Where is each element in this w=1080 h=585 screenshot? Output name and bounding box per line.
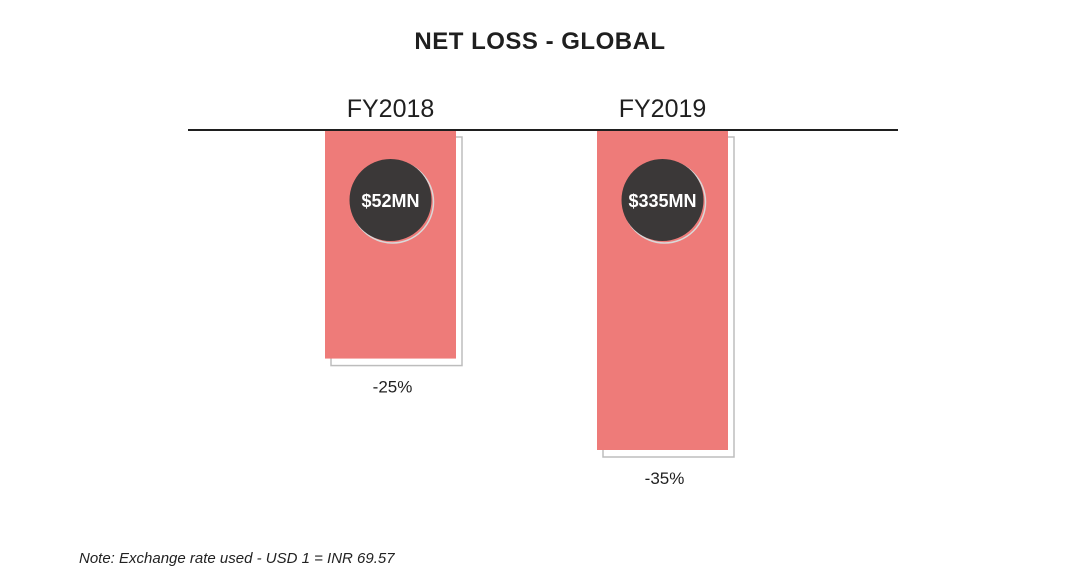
percent-label-fy2018: -25% xyxy=(373,378,413,397)
exchange-rate-note: Note: Exchange rate used - USD 1 = INR 6… xyxy=(79,550,395,567)
value-badge-fy2018 xyxy=(349,159,432,241)
chart-title: NET LOSS - GLOBAL xyxy=(414,28,666,55)
value-badge-fy2019 xyxy=(621,159,704,241)
percent-label-fy2019: -35% xyxy=(645,469,685,488)
category-label-fy2019: FY2019 xyxy=(619,95,707,123)
value-label-fy2018: $52MN xyxy=(361,191,419,211)
category-label-fy2018: FY2018 xyxy=(347,95,435,123)
value-label-fy2019: $335MN xyxy=(628,191,696,211)
